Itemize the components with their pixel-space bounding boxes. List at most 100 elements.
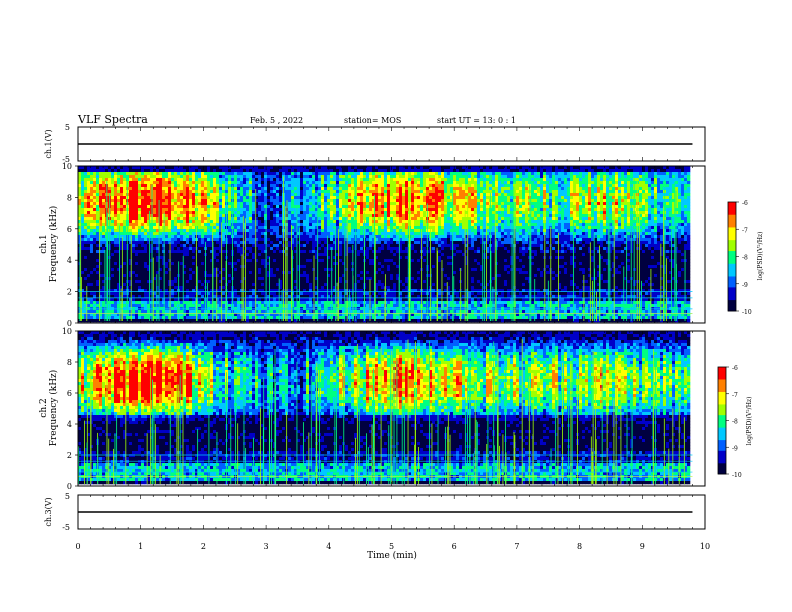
spectrogram-cell	[186, 250, 189, 253]
spectrogram-cell	[333, 211, 336, 214]
spectrogram-cell	[300, 223, 303, 226]
spectrogram-cell	[192, 211, 195, 214]
spectrogram-cell	[87, 274, 90, 277]
spectrogram-cell	[303, 262, 306, 265]
spectrogram-cell	[135, 235, 138, 238]
spectrogram-cell	[198, 259, 201, 262]
spectrogram-cell	[102, 211, 105, 214]
spectrogram-cell	[114, 172, 117, 175]
spectrogram-cell	[189, 271, 192, 274]
spectrogram-cell	[333, 199, 336, 202]
spectrogram-cell	[234, 223, 237, 226]
spectrogram-cell	[309, 256, 312, 259]
spectrogram-cell	[114, 199, 117, 202]
spectrogram-cell	[258, 235, 261, 238]
spectrogram-cell	[192, 235, 195, 238]
spectrogram-cell	[303, 316, 306, 319]
spectrogram-cell	[222, 256, 225, 259]
spectrogram-cell	[207, 214, 210, 217]
spectrogram-cell	[300, 319, 303, 322]
spectrogram-cell	[291, 208, 294, 211]
spectrogram-cell	[177, 244, 180, 247]
spectrogram-cell	[306, 301, 309, 304]
spectrogram-cell	[162, 298, 165, 301]
spectrogram-cell	[357, 205, 360, 208]
spectrogram-cell	[303, 172, 306, 175]
spectrogram-cell	[93, 220, 96, 223]
spectrogram-cell	[180, 232, 183, 235]
spectrogram-cell	[129, 298, 132, 301]
spectrogram-cell	[192, 316, 195, 319]
spectrogram-cell	[189, 250, 192, 253]
spectrogram-cell	[204, 226, 207, 229]
spectrogram-cell	[261, 256, 264, 259]
spectrogram-cell	[318, 274, 321, 277]
spectrogram-cell	[276, 262, 279, 265]
spectrogram-cell	[312, 226, 315, 229]
spectrogram-cell	[345, 241, 348, 244]
spectrogram-cell	[216, 241, 219, 244]
spectrogram-cell	[90, 193, 93, 196]
spectrogram-cell	[138, 196, 141, 199]
spectrogram-cell	[321, 214, 324, 217]
spectrogram-cell	[276, 265, 279, 268]
spectrogram-cell	[153, 175, 156, 178]
spectrogram-cell	[348, 283, 351, 286]
spectrogram-cell	[117, 220, 120, 223]
spectrogram-cell	[348, 268, 351, 271]
spectrogram-cell	[96, 310, 99, 313]
spectrogram-cell	[309, 316, 312, 319]
spectrogram-cell	[213, 262, 216, 265]
spectrogram-cell	[141, 262, 144, 265]
spectrogram-cell	[258, 208, 261, 211]
spectrogram-cell	[264, 304, 267, 307]
spectrogram-cell	[120, 178, 123, 181]
spectrogram-cell	[345, 310, 348, 313]
spectrogram-cell	[177, 181, 180, 184]
spectrogram-cell	[300, 172, 303, 175]
spectrogram-cell	[291, 187, 294, 190]
spectrogram-cell	[246, 169, 249, 172]
spectrogram-cell	[114, 238, 117, 241]
spectrogram-cell	[258, 172, 261, 175]
spectrogram-cell	[249, 250, 252, 253]
spectrogram-cell	[177, 247, 180, 250]
spectrogram-cell	[330, 172, 333, 175]
spectrogram-cell	[138, 184, 141, 187]
spectrogram-cell	[309, 190, 312, 193]
spectrogram-cell	[258, 220, 261, 223]
spectrogram-cell	[93, 301, 96, 304]
spectrogram-cell	[90, 229, 93, 232]
spectrogram-cell	[198, 208, 201, 211]
spectrogram-cell	[90, 238, 93, 241]
spectrogram-cell	[84, 220, 87, 223]
spectrogram-cell	[114, 304, 117, 307]
spectrogram-cell	[171, 190, 174, 193]
spectrogram-cell	[300, 256, 303, 259]
spectrogram-cell	[216, 202, 219, 205]
ch1-voltage-panel: 5 -5 ch.1(V)	[44, 123, 705, 164]
spectrogram-cell	[135, 268, 138, 271]
spectrogram-cell	[132, 247, 135, 250]
spectrogram-cell	[357, 187, 360, 190]
spectrogram-cell	[174, 172, 177, 175]
spectrogram-cell	[144, 253, 147, 256]
spectrogram-cell	[165, 292, 168, 295]
spectrogram-cell	[312, 217, 315, 220]
spectrogram-cell	[345, 256, 348, 259]
spectrogram-cell	[90, 292, 93, 295]
spectrogram-cell	[138, 268, 141, 271]
spectrogram-cell	[243, 169, 246, 172]
spectrogram-cell	[120, 292, 123, 295]
spectrogram-cell	[186, 301, 189, 304]
spectrogram-cell	[309, 274, 312, 277]
spectrogram-cell	[270, 229, 273, 232]
spectrogram-cell	[177, 241, 180, 244]
spectrogram-cell	[309, 229, 312, 232]
spectrogram-cell	[138, 292, 141, 295]
spectrogram-cell	[228, 235, 231, 238]
spectrogram-cell	[138, 223, 141, 226]
spectrogram-cell	[318, 262, 321, 265]
spectrogram-cell	[129, 202, 132, 205]
spectrogram-cell	[306, 247, 309, 250]
